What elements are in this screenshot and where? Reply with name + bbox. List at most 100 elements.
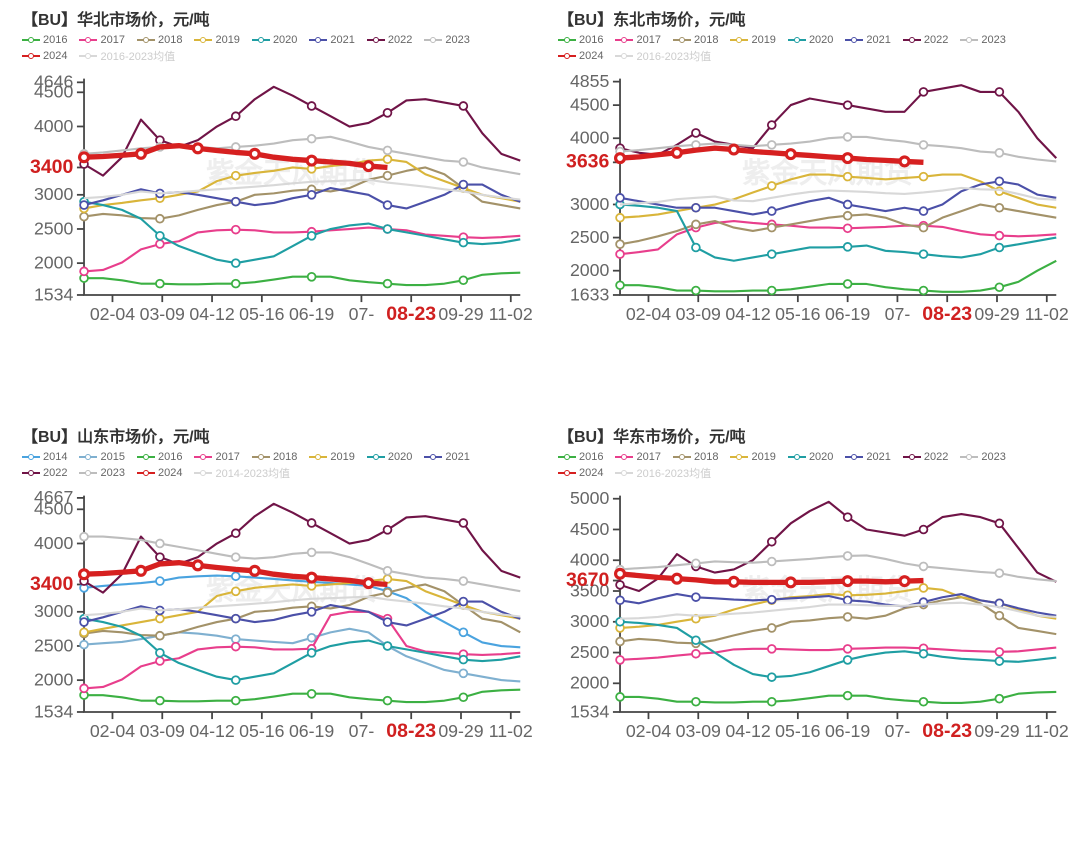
svg-text:11-02: 11-02 — [489, 721, 533, 741]
legend-item-avg: 2016-2023均值 — [79, 48, 175, 64]
legend-item-y2015: 2015 — [79, 451, 124, 463]
svg-text:06-19: 06-19 — [289, 304, 334, 324]
svg-text:3000: 3000 — [34, 184, 74, 204]
series-y2022 — [620, 85, 1056, 158]
svg-text:02-04: 02-04 — [626, 304, 671, 324]
legend-item-y2021: 2021 — [424, 451, 469, 463]
svg-text:05-16: 05-16 — [239, 721, 284, 741]
series-y2020 — [620, 205, 1056, 261]
svg-text:02-04: 02-04 — [90, 721, 135, 741]
legend-dongbei: 2016201720182019202020212022202320242016… — [542, 30, 1074, 68]
legend-item-y2016: 2016 — [558, 451, 603, 463]
legend-item-y2024: 2024 — [137, 465, 182, 481]
svg-text:09-29: 09-29 — [438, 304, 483, 324]
svg-text:4646: 4646 — [34, 72, 74, 92]
legend-item-y2014: 2014 — [22, 451, 67, 463]
legend-item-y2017: 2017 — [615, 451, 660, 463]
legend-item-y2019: 2019 — [194, 34, 239, 46]
plot-huadong: 紫金天风期货1534200025003000350036704000450050… — [542, 485, 1074, 751]
svg-text:4000: 4000 — [570, 550, 610, 570]
legend-item-y2020: 2020 — [252, 34, 297, 46]
legend-item-y2019: 2019 — [730, 34, 775, 46]
legend-item-y2017: 2017 — [79, 34, 124, 46]
series-y2016 — [620, 692, 1056, 703]
legend-item-y2016: 2016 — [137, 451, 182, 463]
svg-text:03-09: 03-09 — [676, 304, 721, 324]
plot-dongbei: 紫金天风期货1633200025003000363640004500485502… — [542, 68, 1074, 334]
svg-text:06-19: 06-19 — [825, 304, 870, 324]
legend-item-y2024: 2024 — [558, 48, 603, 64]
legend-item-y2023: 2023 — [79, 465, 124, 481]
panel-huabei: 【BU】华北市场价，元/吨 20162017201820192020202120… — [6, 6, 538, 419]
svg-text:09-29: 09-29 — [974, 304, 1019, 324]
legend-item-y2023: 2023 — [960, 34, 1005, 46]
legend-item-y2017: 2017 — [615, 34, 660, 46]
svg-text:11-02: 11-02 — [1025, 721, 1069, 741]
legend-item-y2018: 2018 — [673, 451, 718, 463]
svg-text:4500: 4500 — [570, 94, 610, 114]
legend-item-y2020: 2020 — [788, 34, 833, 46]
svg-text:09-29: 09-29 — [974, 721, 1019, 741]
svg-text:3636: 3636 — [566, 151, 610, 173]
svg-text:08-23: 08-23 — [386, 720, 436, 742]
series-y2015 — [84, 629, 520, 682]
svg-text:02-04: 02-04 — [90, 304, 135, 324]
title-huabei: 【BU】华北市场价，元/吨 — [6, 6, 538, 30]
svg-text:05-16: 05-16 — [239, 304, 284, 324]
svg-text:2000: 2000 — [34, 252, 74, 272]
legend-item-y2018: 2018 — [252, 451, 297, 463]
panel-huadong: 【BU】华东市场价，元/吨 20162017201820192020202120… — [542, 423, 1074, 836]
legend-item-y2022: 2022 — [367, 34, 412, 46]
legend-item-y2021: 2021 — [309, 34, 354, 46]
svg-text:5000: 5000 — [570, 488, 610, 508]
legend-item-avg: 2016-2023均值 — [615, 48, 711, 64]
svg-text:4855: 4855 — [570, 71, 610, 91]
svg-text:3000: 3000 — [34, 601, 74, 621]
svg-text:2500: 2500 — [570, 227, 610, 247]
legend-item-y2022: 2022 — [22, 465, 67, 481]
svg-text:4000: 4000 — [34, 533, 74, 553]
svg-text:1534: 1534 — [34, 701, 74, 721]
svg-text:2500: 2500 — [34, 218, 74, 238]
svg-text:2000: 2000 — [570, 673, 610, 693]
legend-item-y2017: 2017 — [194, 451, 239, 463]
legend-huadong: 2016201720182019202020212022202320242016… — [542, 447, 1074, 485]
legend-item-y2020: 2020 — [367, 451, 412, 463]
legend-item-y2020: 2020 — [788, 451, 833, 463]
svg-text:08-23: 08-23 — [386, 303, 436, 325]
svg-text:4000: 4000 — [34, 116, 74, 136]
legend-item-y2018: 2018 — [137, 34, 182, 46]
legend-item-y2024: 2024 — [22, 48, 67, 64]
svg-text:4667: 4667 — [34, 487, 73, 507]
svg-text:2500: 2500 — [34, 635, 74, 655]
series-y2016 — [620, 261, 1056, 292]
svg-text:1633: 1633 — [570, 284, 610, 304]
legend-item-y2019: 2019 — [730, 451, 775, 463]
title-dongbei: 【BU】东北市场价，元/吨 — [542, 6, 1074, 30]
legend-item-y2023: 2023 — [424, 34, 469, 46]
legend-item-y2021: 2021 — [845, 451, 890, 463]
svg-text:2500: 2500 — [570, 642, 610, 662]
svg-text:2000: 2000 — [570, 260, 610, 280]
series-y2016 — [84, 690, 520, 702]
svg-text:3400: 3400 — [30, 156, 74, 178]
series-y2016 — [84, 273, 520, 285]
svg-text:04-12: 04-12 — [189, 304, 234, 324]
legend-item-y2022: 2022 — [903, 34, 948, 46]
svg-text:11-02: 11-02 — [1025, 304, 1069, 324]
svg-text:3000: 3000 — [570, 611, 610, 631]
legend-item-y2021: 2021 — [845, 34, 890, 46]
svg-text:02-04: 02-04 — [626, 721, 671, 741]
panel-dongbei: 【BU】东北市场价，元/吨 20162017201820192020202120… — [542, 6, 1074, 419]
svg-text:1534: 1534 — [570, 701, 610, 721]
svg-text:08-23: 08-23 — [922, 720, 972, 742]
svg-text:06-19: 06-19 — [825, 721, 870, 741]
legend-item-y2023: 2023 — [960, 451, 1005, 463]
svg-text:04-12: 04-12 — [189, 721, 234, 741]
legend-item-avg: 2014-2023均值 — [194, 465, 290, 481]
svg-text:07-: 07- — [885, 304, 911, 324]
plot-huabei: 紫金天风期货1534200025003000340040004500464602… — [6, 68, 538, 334]
svg-text:09-29: 09-29 — [438, 721, 483, 741]
svg-text:05-16: 05-16 — [775, 304, 820, 324]
svg-text:07-: 07- — [349, 721, 375, 741]
